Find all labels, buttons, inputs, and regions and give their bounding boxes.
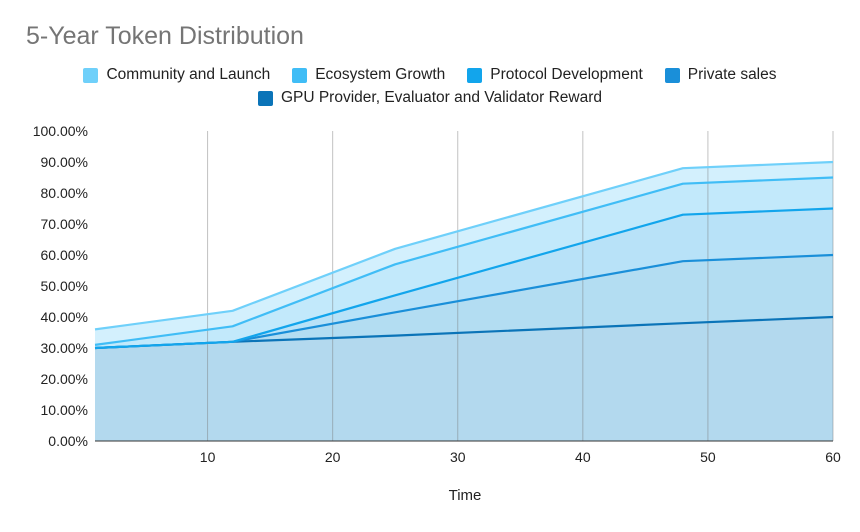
- y-tick-label-10: 100.00%: [33, 123, 88, 139]
- legend-swatch-ecosystem: [292, 67, 308, 83]
- x-axis-title: Time: [449, 487, 482, 504]
- y-tick-label-5: 50.00%: [41, 278, 88, 294]
- x-tick-label-5: 60: [825, 449, 841, 465]
- y-tick-label-9: 90.00%: [41, 154, 88, 170]
- x-tick-label-1: 20: [325, 449, 341, 465]
- legend-swatch-protocol: [467, 67, 483, 83]
- legend-label-gpu: GPU Provider, Evaluator and Validator Re…: [280, 89, 603, 106]
- legend-swatch-private: [664, 67, 680, 83]
- y-tick-label-3: 30.00%: [41, 340, 88, 356]
- y-tick-label-2: 20.00%: [41, 371, 88, 387]
- x-tick-label-3: 40: [575, 449, 591, 465]
- y-tick-label-0: 0.00%: [48, 433, 88, 449]
- series-line-4: [94, 160, 834, 331]
- legend-item-ecosystem: Ecosystem Growth: [292, 66, 445, 84]
- area-fill-4: [95, 162, 833, 345]
- legend-label-ecosystem: Ecosystem Growth: [315, 66, 446, 83]
- y-tick-label-1: 10.00%: [41, 402, 88, 418]
- y-tick-label-4: 40.00%: [41, 309, 88, 325]
- legend-item-protocol: Protocol Development: [467, 66, 643, 84]
- legend-row-2: GPU Provider, Evaluator and Validator Re…: [0, 89, 860, 107]
- legend-item-gpu: GPU Provider, Evaluator and Validator Re…: [257, 89, 603, 107]
- area-fill-3: [95, 177, 833, 348]
- x-tick-label-4: 50: [700, 449, 716, 465]
- x-tick-label-0: 10: [200, 449, 216, 465]
- legend-swatch-gpu: [257, 90, 273, 106]
- area-fill-2: [95, 208, 833, 348]
- chart-legend: Community and Launch Ecosystem Growth Pr…: [0, 66, 860, 112]
- area-fill-1: [95, 255, 833, 348]
- legend-label-private: Private sales: [687, 66, 777, 83]
- chart-title: 5-Year Token Distribution: [26, 22, 304, 50]
- legend-item-private: Private sales: [664, 66, 777, 84]
- legend-item-community: Community and Launch: [83, 66, 270, 84]
- series-line-3: [94, 176, 834, 346]
- y-tick-label-6: 60.00%: [41, 247, 88, 263]
- legend-row-1: Community and Launch Ecosystem Growth Pr…: [0, 66, 860, 84]
- legend-label-protocol: Protocol Development: [490, 66, 643, 83]
- legend-label-community: Community and Launch: [106, 66, 271, 83]
- area-fill-0: [95, 317, 833, 441]
- x-tick-label-2: 30: [450, 449, 466, 465]
- y-tick-label-8: 80.00%: [41, 185, 88, 201]
- series-line-2: [94, 207, 834, 350]
- y-tick-label-7: 70.00%: [41, 216, 88, 232]
- legend-swatch-community: [83, 67, 99, 83]
